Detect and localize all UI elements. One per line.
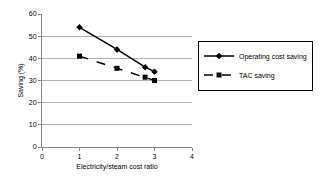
- svg-text:Saving (%): Saving (%): [17, 63, 25, 97]
- svg-text:0: 0: [40, 153, 44, 160]
- svg-text:4: 4: [190, 153, 194, 160]
- svg-text:30: 30: [29, 77, 37, 84]
- svg-text:Operating cost saving: Operating cost saving: [239, 53, 307, 61]
- svg-text:10: 10: [29, 121, 37, 128]
- svg-text:40: 40: [29, 55, 37, 62]
- svg-text:TAC saving: TAC saving: [239, 72, 275, 80]
- svg-text:60: 60: [29, 10, 37, 17]
- svg-text:2: 2: [115, 153, 119, 160]
- svg-text:50: 50: [29, 33, 37, 40]
- svg-text:0: 0: [33, 143, 37, 150]
- svg-text:3: 3: [153, 153, 157, 160]
- svg-text:Electricity/steam cost ratio: Electricity/steam cost ratio: [76, 163, 157, 171]
- svg-text:1: 1: [78, 153, 82, 160]
- svg-text:20: 20: [29, 99, 37, 106]
